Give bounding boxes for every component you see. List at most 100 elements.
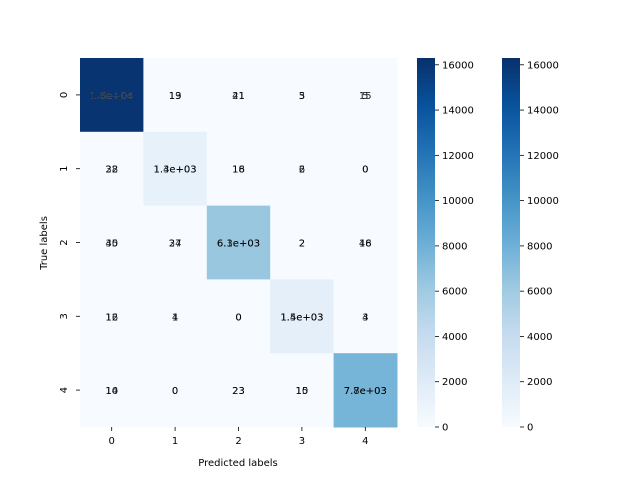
heatmap-cell-0-3: [270, 58, 335, 133]
colorbar-1-tick-label-4: 8000: [527, 241, 552, 252]
y-tick-label-2: 2: [59, 239, 70, 245]
cell-label-overlay-0-4: 5: [362, 91, 368, 102]
heatmap-cell-4-3: [270, 353, 335, 428]
colorbar-1-tick-label-5: 10000: [527, 196, 559, 207]
colorbar-1-tick-label-8: 16000: [527, 60, 559, 71]
cell-label-overlay-0-3: 3: [299, 91, 305, 102]
heatmap-cell-2-1: [143, 205, 208, 280]
cell-label-0-1: 19: [169, 91, 182, 102]
colorbar-0-tick-label-0: 0: [442, 423, 448, 434]
cell-label-1-2: 16: [232, 165, 245, 176]
heatmap-cell-3-2: [206, 279, 271, 354]
cell-label-overlay-2-0: 35: [105, 239, 118, 250]
heatmap-cell-0-2: [206, 58, 271, 133]
cell-label-overlay-3-1: 4: [172, 312, 178, 323]
y-tick-label-1: 1: [59, 166, 70, 172]
cell-label-1-4: 0: [362, 165, 368, 176]
cell-label-4-4: 7.7e+03: [344, 386, 387, 397]
heatmap-cell-3-1: [143, 279, 208, 354]
heatmap-cell-2-3: [270, 205, 335, 280]
cell-label-1-3: 6: [299, 165, 305, 176]
colorbar-0-tick-label-2: 4000: [442, 332, 467, 343]
heatmap-cell-1-0: [80, 131, 144, 207]
cell-label-overlay-1-4: 0: [362, 165, 368, 176]
heatmap-cell-4-4: [333, 353, 398, 428]
heatmap-cell-2-2: [206, 205, 271, 280]
colorbar-1-tick-label-0: 0: [527, 423, 533, 434]
heatmap-cell-1-4: [333, 131, 398, 207]
x-axis-label: Predicted labels: [198, 458, 278, 469]
y-tick-label-3: 3: [59, 313, 70, 319]
cell-label-3-3: 1.5e+03: [280, 312, 323, 323]
cell-label-4-3: 10: [296, 386, 309, 397]
cell-label-4-1: 0: [172, 386, 178, 397]
heatmap-cell-1-2: [206, 131, 271, 207]
colorbar-0-tick-label-5: 10000: [442, 196, 474, 207]
heatmap-cell-1-1: [143, 131, 208, 207]
cell-label-overlay-0-1: 13: [169, 91, 182, 102]
heatmap-cell-2-0: [80, 205, 144, 280]
heatmap-cell-4-0: [80, 353, 144, 428]
colorbar-1-tick-label-7: 14000: [527, 106, 559, 117]
colorbar-0-tick-label-3: 6000: [442, 287, 467, 298]
colorbar-0-tick-label-4: 8000: [442, 241, 467, 252]
cell-label-3-1: 1: [172, 312, 178, 323]
colorbar-1: [502, 58, 520, 427]
cell-label-overlay-0-0: 1.6e+04: [90, 91, 133, 102]
colorbar-0-tick-label-7: 14000: [442, 106, 474, 117]
heatmap-cell-0-4: [333, 58, 398, 133]
cell-label-0-4: 15: [359, 91, 372, 102]
cell-label-overlay-4-4: 7.8e+03: [344, 386, 387, 397]
colorbar-1-tick-label-3: 6000: [527, 287, 552, 298]
colorbar-1-tick-label-2: 4000: [527, 332, 552, 343]
cell-label-1-0: 32: [105, 165, 118, 176]
cell-label-4-0: 10: [105, 386, 118, 397]
cell-label-overlay-1-3: 2: [299, 165, 305, 176]
y-tick-label-4: 4: [59, 387, 70, 393]
heatmap-cell-2-4: [333, 205, 398, 280]
cell-label-overlay-0-2: 41: [232, 91, 245, 102]
heatmap-cell-4-1: [143, 353, 208, 428]
cell-label-overlay-3-3: 1.4e+03: [280, 312, 323, 323]
colorbar-1-tick-label-6: 12000: [527, 151, 559, 162]
x-tick-label-4: 4: [362, 436, 368, 447]
cell-label-overlay-3-0: 16: [105, 312, 118, 323]
y-tick-label-0: 0: [59, 92, 70, 98]
cell-label-0-3: 5: [299, 91, 305, 102]
cell-label-2-4: 16: [359, 239, 372, 250]
y-axis-label: True labels: [39, 216, 50, 271]
heatmap-cell-0-0: [80, 58, 144, 133]
cell-label-overlay-4-1: 0: [172, 386, 178, 397]
cell-label-overlay-4-0: 14: [105, 386, 118, 397]
heatmap-cell-1-3: [270, 131, 335, 207]
cell-label-overlay-1-2: 18: [232, 165, 245, 176]
cell-label-overlay-2-4: 48: [359, 239, 372, 250]
colorbar-0-tick-label-6: 12000: [442, 151, 474, 162]
cell-label-2-2: 6.3e+03: [217, 239, 260, 250]
colorbar-0-tick-label-1: 2000: [442, 377, 467, 388]
colorbar-0: [417, 58, 435, 427]
cell-label-3-4: 4: [362, 312, 368, 323]
colorbars: 0 2000 4000 6000 8000 10000 12000 14000 16000 0 20…: [417, 58, 559, 434]
cell-label-1-1: 1.3e+03: [154, 165, 197, 176]
heatmap-cell-3-3: [270, 279, 335, 354]
cell-label-2-0: 40: [105, 239, 118, 250]
cell-label-0-2: 21: [232, 91, 245, 102]
cell-label-3-2: 0: [235, 312, 241, 323]
cell-label-4-2: 23: [232, 386, 245, 397]
cell-label-overlay-2-2: 6.1e+03: [217, 239, 260, 250]
cell-label-overlay-3-2: 0: [235, 312, 241, 323]
x-tick-label-0: 0: [109, 436, 115, 447]
cell-label-overlay-4-2: 23: [232, 386, 245, 397]
cell-label-3-0: 12: [105, 312, 118, 323]
cell-label-overlay-1-1: 1.4e+03: [154, 165, 197, 176]
cell-label-overlay-4-3: 15: [296, 386, 309, 397]
heatmap-cell-3-0: [80, 279, 144, 354]
cell-label-2-1: 27: [169, 239, 182, 250]
heatmap-cell-4-2: [206, 353, 271, 428]
cell-label-overlay-2-3: 2: [299, 239, 305, 250]
cell-label-overlay-1-0: 28: [105, 165, 118, 176]
